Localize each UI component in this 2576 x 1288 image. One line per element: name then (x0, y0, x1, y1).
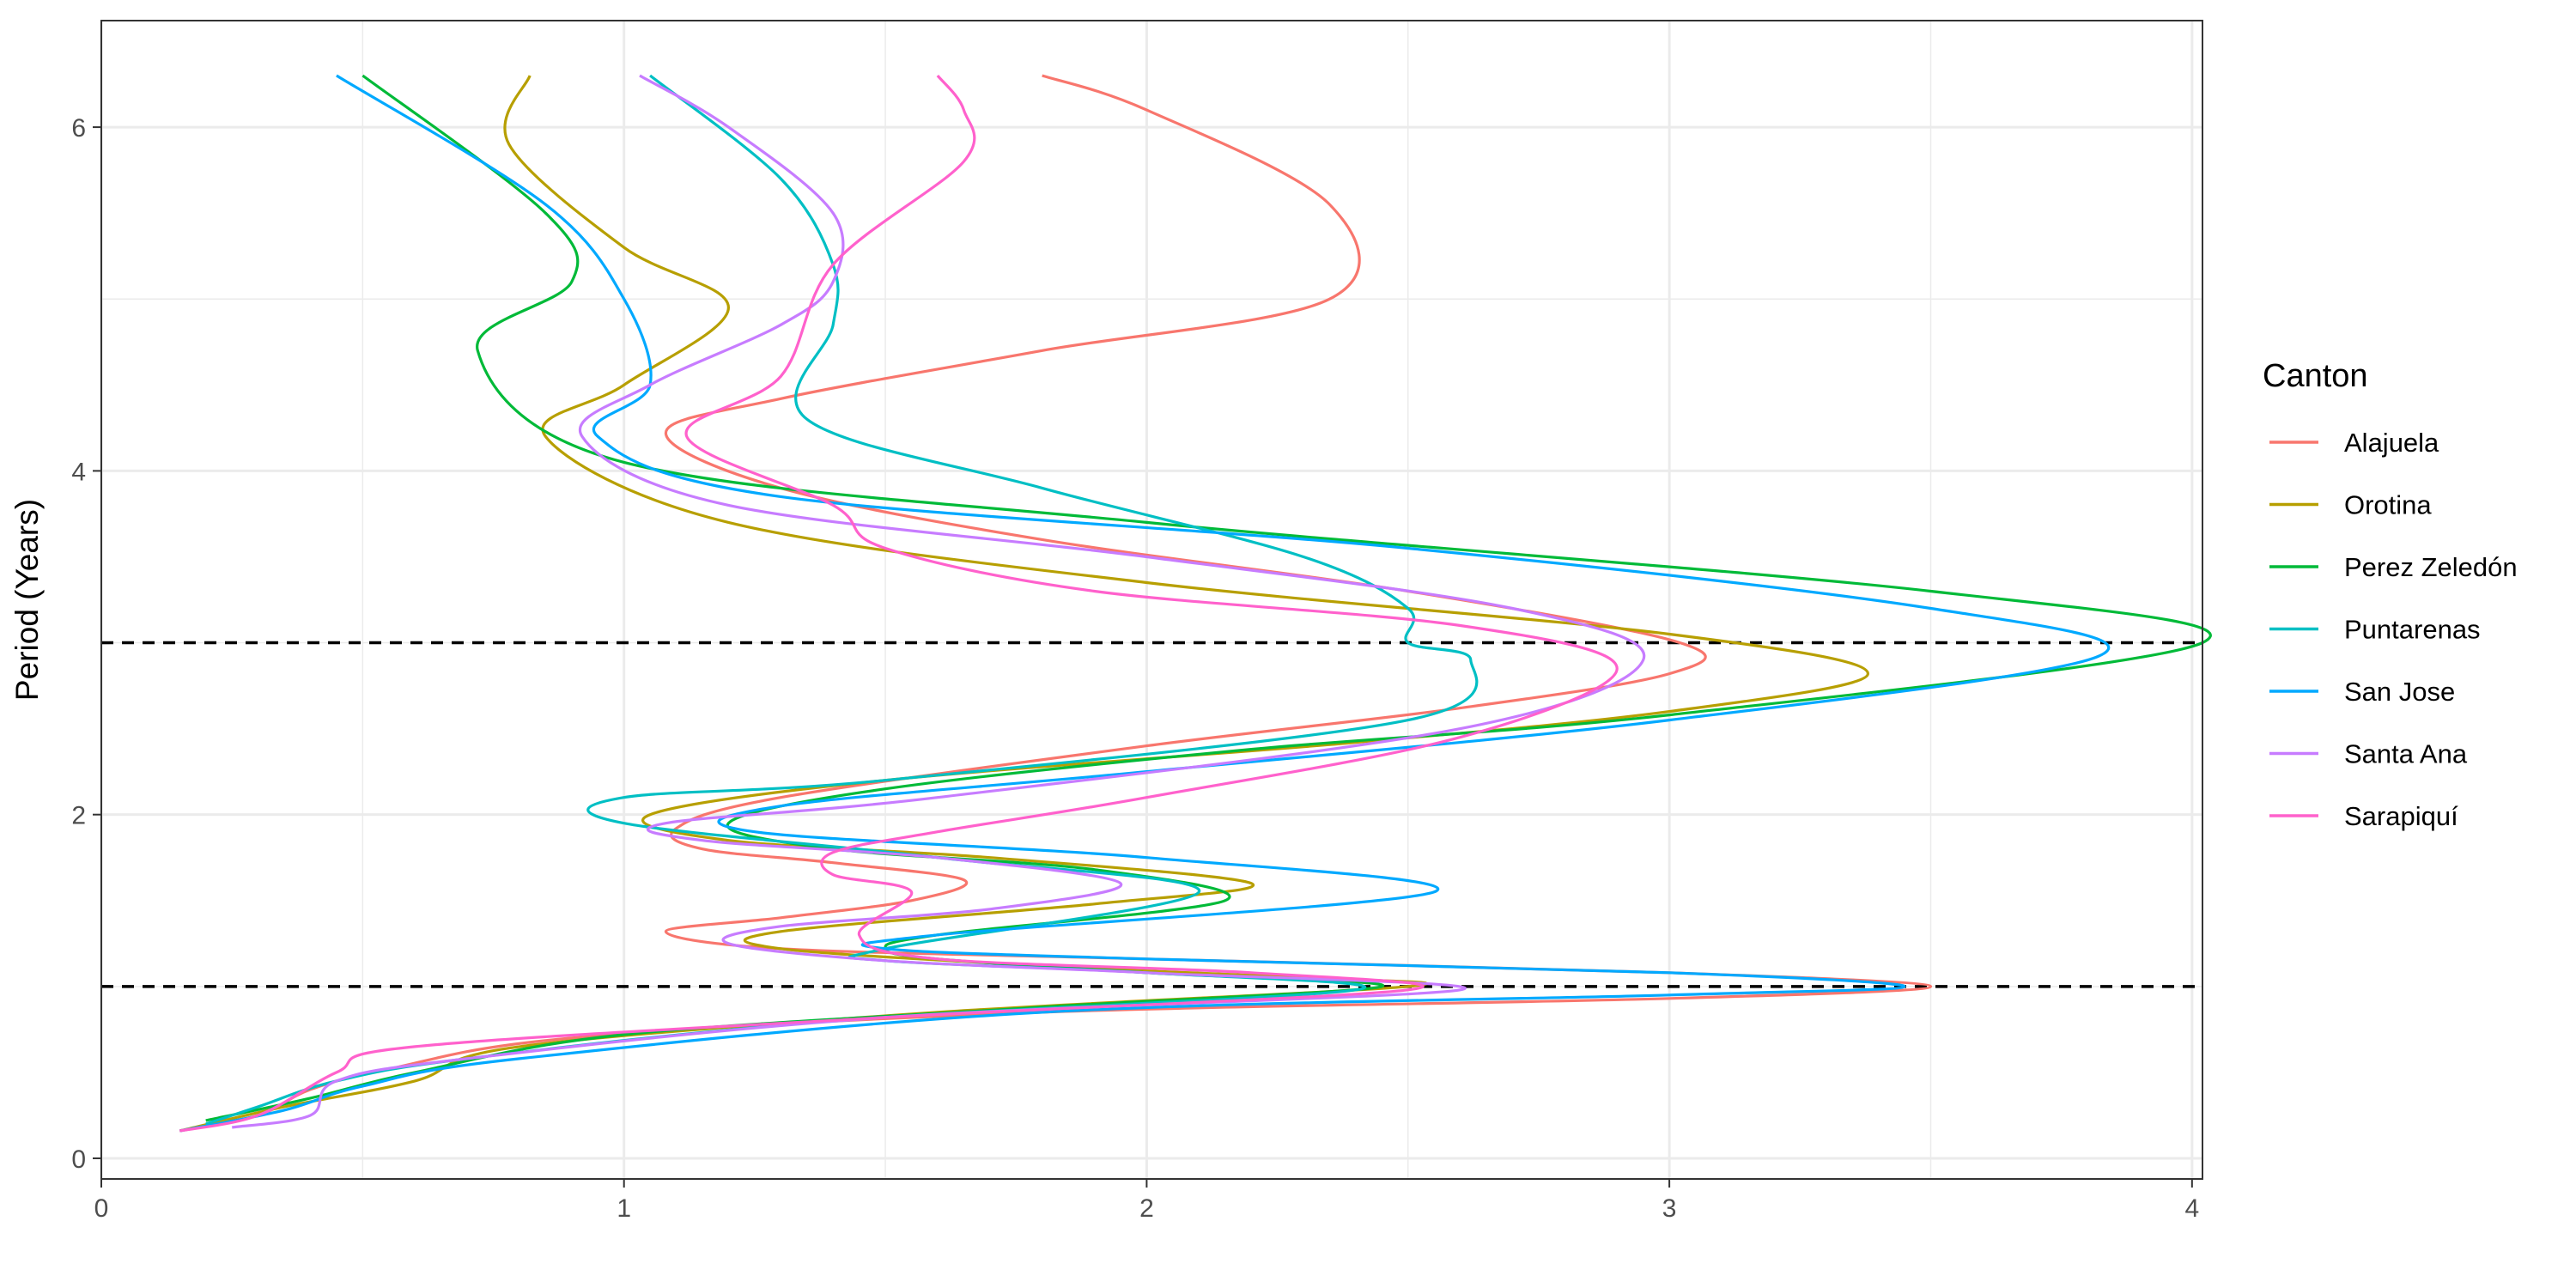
panel-border (100, 20, 2203, 1180)
x-tick-label: 0 (94, 1194, 109, 1223)
x-tick-label: 3 (1662, 1194, 1677, 1223)
legend-label: Santa Ana (2344, 739, 2468, 769)
legend-label: Puntarenas (2344, 615, 2481, 645)
series-line (179, 74, 1619, 1133)
axis-ticks: 0 1 2 3 4 0 2 4 6 (71, 114, 2199, 1223)
series-lines (179, 74, 2212, 1133)
x-tick-label: 2 (1139, 1194, 1154, 1223)
y-tick-label: 6 (71, 114, 86, 143)
legend-label: San Jose (2344, 677, 2455, 707)
y-tick-label: 4 (71, 458, 86, 486)
y-tick-label: 2 (71, 802, 86, 830)
legend-label: Alajuela (2344, 428, 2439, 458)
y-tick-label: 0 (71, 1145, 86, 1174)
legend-label: Sarapiquí (2344, 801, 2458, 831)
y-axis-title: Period (Years) (9, 499, 45, 701)
series-line (179, 74, 2111, 1133)
x-tick-label: 1 (617, 1194, 631, 1223)
legend-label: Perez Zeledón (2344, 552, 2518, 582)
grid (100, 21, 2202, 1179)
x-tick-label: 4 (2184, 1194, 2199, 1223)
legend-label: Orotina (2344, 490, 2432, 520)
legend: Canton Alajuela Orotina Perez Zeledón Punta… (2263, 358, 2518, 831)
legend-title: Canton (2263, 358, 2368, 394)
